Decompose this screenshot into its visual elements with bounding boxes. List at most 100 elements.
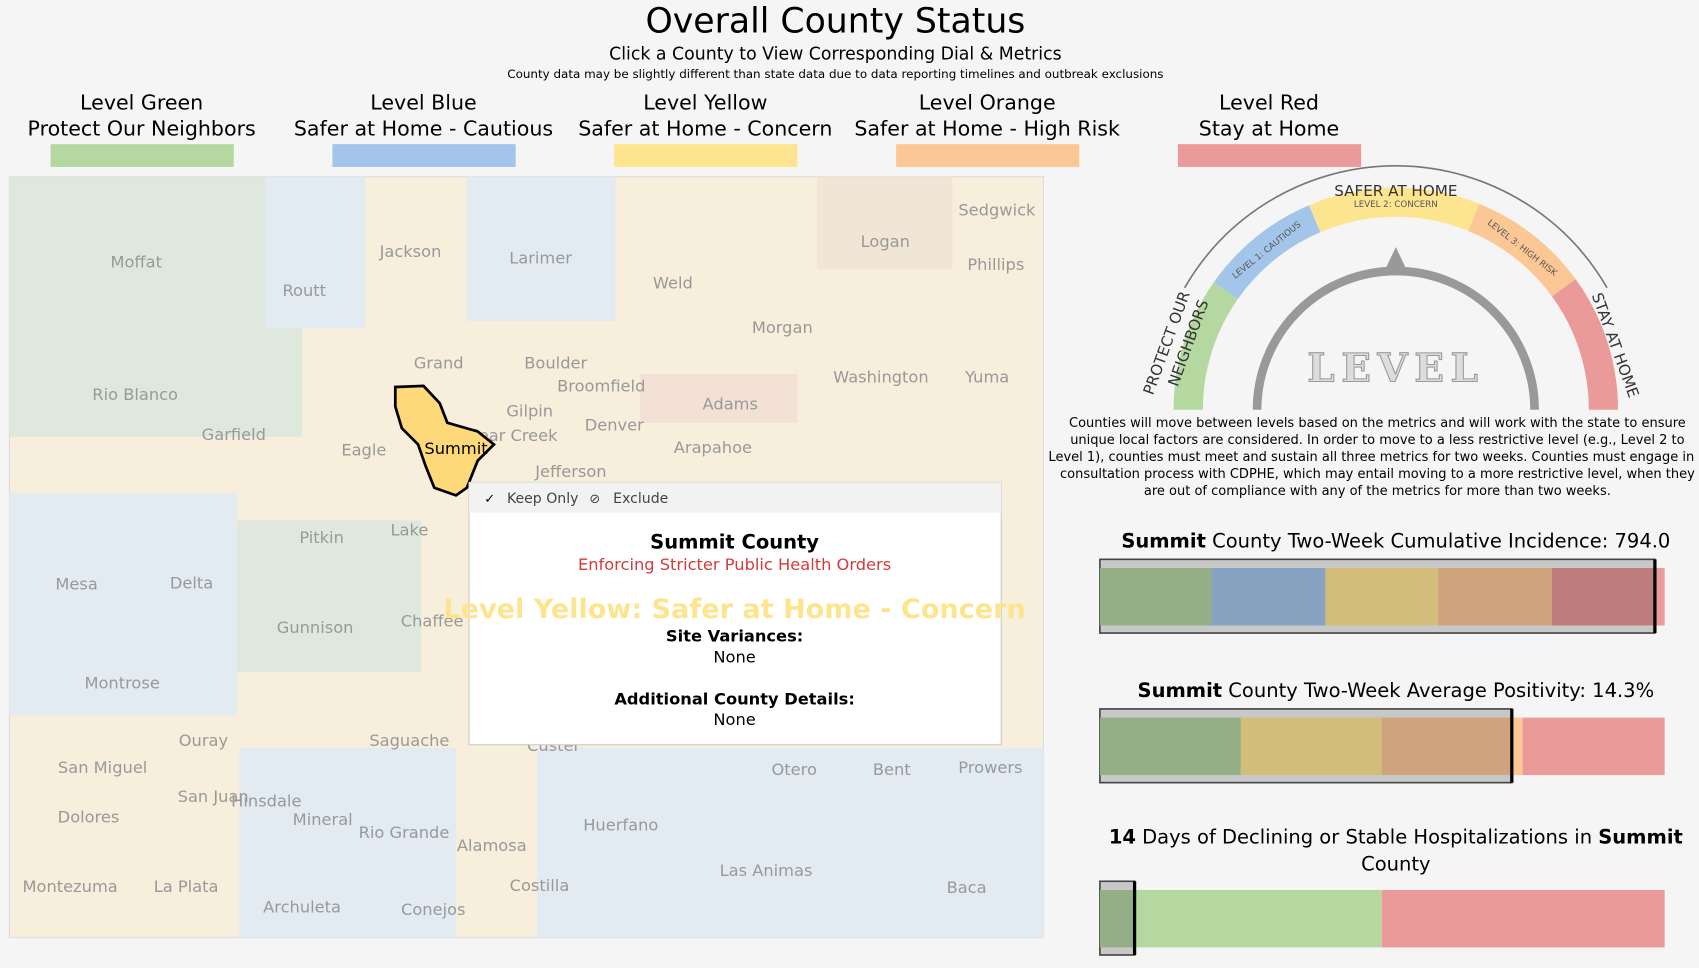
metric-part: Summit [1121, 529, 1206, 552]
county-label[interactable]: Phillips [967, 255, 1024, 274]
tooltip: ✓ Keep Only ⊘ Exclude Summit County Enfo… [443, 481, 1026, 746]
region [237, 520, 422, 673]
county-label[interactable]: Logan [861, 232, 910, 251]
metric-segment [1551, 568, 1655, 626]
tip-det-label: Additional County Details: [614, 690, 854, 709]
county-label[interactable]: Garfield [202, 425, 266, 444]
exclude[interactable]: Exclude [613, 491, 668, 507]
county-label[interactable]: Broomfield [557, 376, 645, 395]
dial-segment [1213, 205, 1321, 300]
dial-seg-label: LEVEL 2: CONCERN [1354, 200, 1438, 210]
county-label[interactable]: Mesa [55, 575, 97, 594]
county-label[interactable]: Archuleta [263, 898, 341, 917]
metric-part: 14 [1109, 825, 1136, 848]
legend-name: Safer at Home - Cautious [294, 116, 553, 140]
county-label[interactable]: Moffat [110, 253, 162, 272]
county-label[interactable]: Jackson [379, 242, 442, 261]
county-label[interactable]: Denver [585, 415, 644, 434]
legend-name: Stay at Home [1199, 116, 1339, 140]
metric-part: Summit [1138, 679, 1223, 702]
dial-center: LEVEL [1307, 346, 1484, 392]
county-label[interactable]: Prowers [958, 758, 1022, 777]
legend-swatch [50, 144, 234, 167]
selected-county[interactable] [393, 384, 496, 497]
county-label[interactable]: Gilpin [506, 401, 553, 420]
county-label[interactable]: Pitkin [299, 528, 344, 547]
county-label[interactable]: Ouray [179, 731, 229, 750]
county-label[interactable]: Montezuma [22, 877, 117, 896]
dial-segment [1551, 279, 1619, 410]
county-label[interactable]: Costilla [510, 876, 570, 895]
county-label[interactable]: Jefferson [534, 462, 606, 481]
county-label[interactable]: Lake [390, 520, 428, 539]
county-label[interactable]: Las Animas [720, 861, 813, 880]
metric-part: County [1361, 852, 1430, 875]
county-label[interactable]: Saguache [369, 731, 449, 750]
county-label[interactable]: Alamosa [457, 836, 527, 855]
county-label[interactable]: Otero [771, 760, 816, 779]
county-label[interactable]: Dolores [58, 808, 120, 827]
metric-segment [1099, 889, 1135, 948]
county-label[interactable]: Morgan [752, 318, 813, 337]
legend-name: Safer at Home - High Risk [854, 116, 1120, 140]
county-label[interactable]: Adams [703, 395, 758, 414]
description: are out of compliance with any of the me… [1144, 484, 1611, 499]
county-label[interactable]: Boulder [524, 354, 587, 373]
tip-det: None [713, 710, 755, 729]
dial-top: SAFER AT HOME [1334, 182, 1457, 200]
county-label[interactable]: Weld [653, 273, 693, 292]
county-label[interactable]: Montrose [84, 673, 159, 692]
county-label[interactable]: Grand [414, 354, 464, 373]
title: Overall County Status [645, 2, 1025, 42]
metric-segment [1522, 717, 1665, 776]
county-label[interactable]: Yuma [964, 368, 1009, 387]
legend-level: Level Red [1219, 90, 1319, 114]
county-label[interactable]: Rio Blanco [92, 385, 178, 404]
metric-part: County Two-Week Cumulative Incidence: [1206, 529, 1615, 552]
metric-segment [1240, 717, 1382, 776]
tooltip-box [468, 481, 1002, 746]
region [9, 328, 303, 437]
county-label[interactable]: Larimer [509, 248, 572, 267]
county-label[interactable]: Arapahoe [674, 438, 752, 457]
county-label[interactable]: Washington [833, 368, 929, 387]
legend-name: Protect Our Neighbors [28, 116, 256, 140]
tip-status: Enforcing Stricter Public Health Orders [578, 555, 891, 574]
tip-var-label: Site Variances: [666, 627, 803, 646]
county-label[interactable]: Eagle [341, 440, 386, 459]
county-label[interactable]: Summit [424, 439, 487, 458]
county-label[interactable]: Rio Grande [359, 823, 450, 842]
description: unique local factors are considered. In … [1070, 433, 1684, 448]
county-label[interactable]: Gunnison [277, 618, 354, 637]
county-label[interactable]: Chaffee [401, 612, 464, 631]
dial-segment [1309, 187, 1480, 233]
county-label[interactable]: San Miguel [58, 758, 147, 777]
county-label[interactable]: La Plata [154, 877, 219, 896]
county-label[interactable]: Sedgwick [958, 201, 1036, 220]
county-label[interactable]: San Juan [178, 787, 249, 806]
county-label[interactable]: Hinsdale [231, 791, 301, 810]
tooltip-bar [469, 482, 1002, 513]
county-label[interactable]: Mineral [293, 810, 353, 829]
legend-swatch [1177, 144, 1362, 167]
dial-pointer [1383, 247, 1408, 273]
legend-level: Level Green [80, 90, 203, 114]
keep-only[interactable]: Keep Only [507, 491, 579, 507]
county-label[interactable]: Baca [947, 878, 987, 897]
county-label[interactable]: Bent [873, 760, 911, 779]
description: Level 1), counties must meet and sustain… [1048, 450, 1699, 465]
metric-segment [1099, 568, 1212, 626]
legend-swatch [332, 144, 516, 167]
tip-var: None [713, 647, 755, 666]
county-label[interactable]: Conejos [401, 900, 466, 919]
metric-segment [1511, 717, 1523, 776]
county-label[interactable]: Huerfano [583, 815, 658, 834]
region [816, 176, 953, 269]
region [9, 176, 266, 329]
dial-outline [1183, 165, 1608, 289]
metric-segment [1381, 889, 1665, 948]
county-label[interactable]: Delta [170, 574, 213, 593]
county-label[interactable]: Routt [282, 281, 326, 300]
metric-segment [1381, 717, 1512, 776]
